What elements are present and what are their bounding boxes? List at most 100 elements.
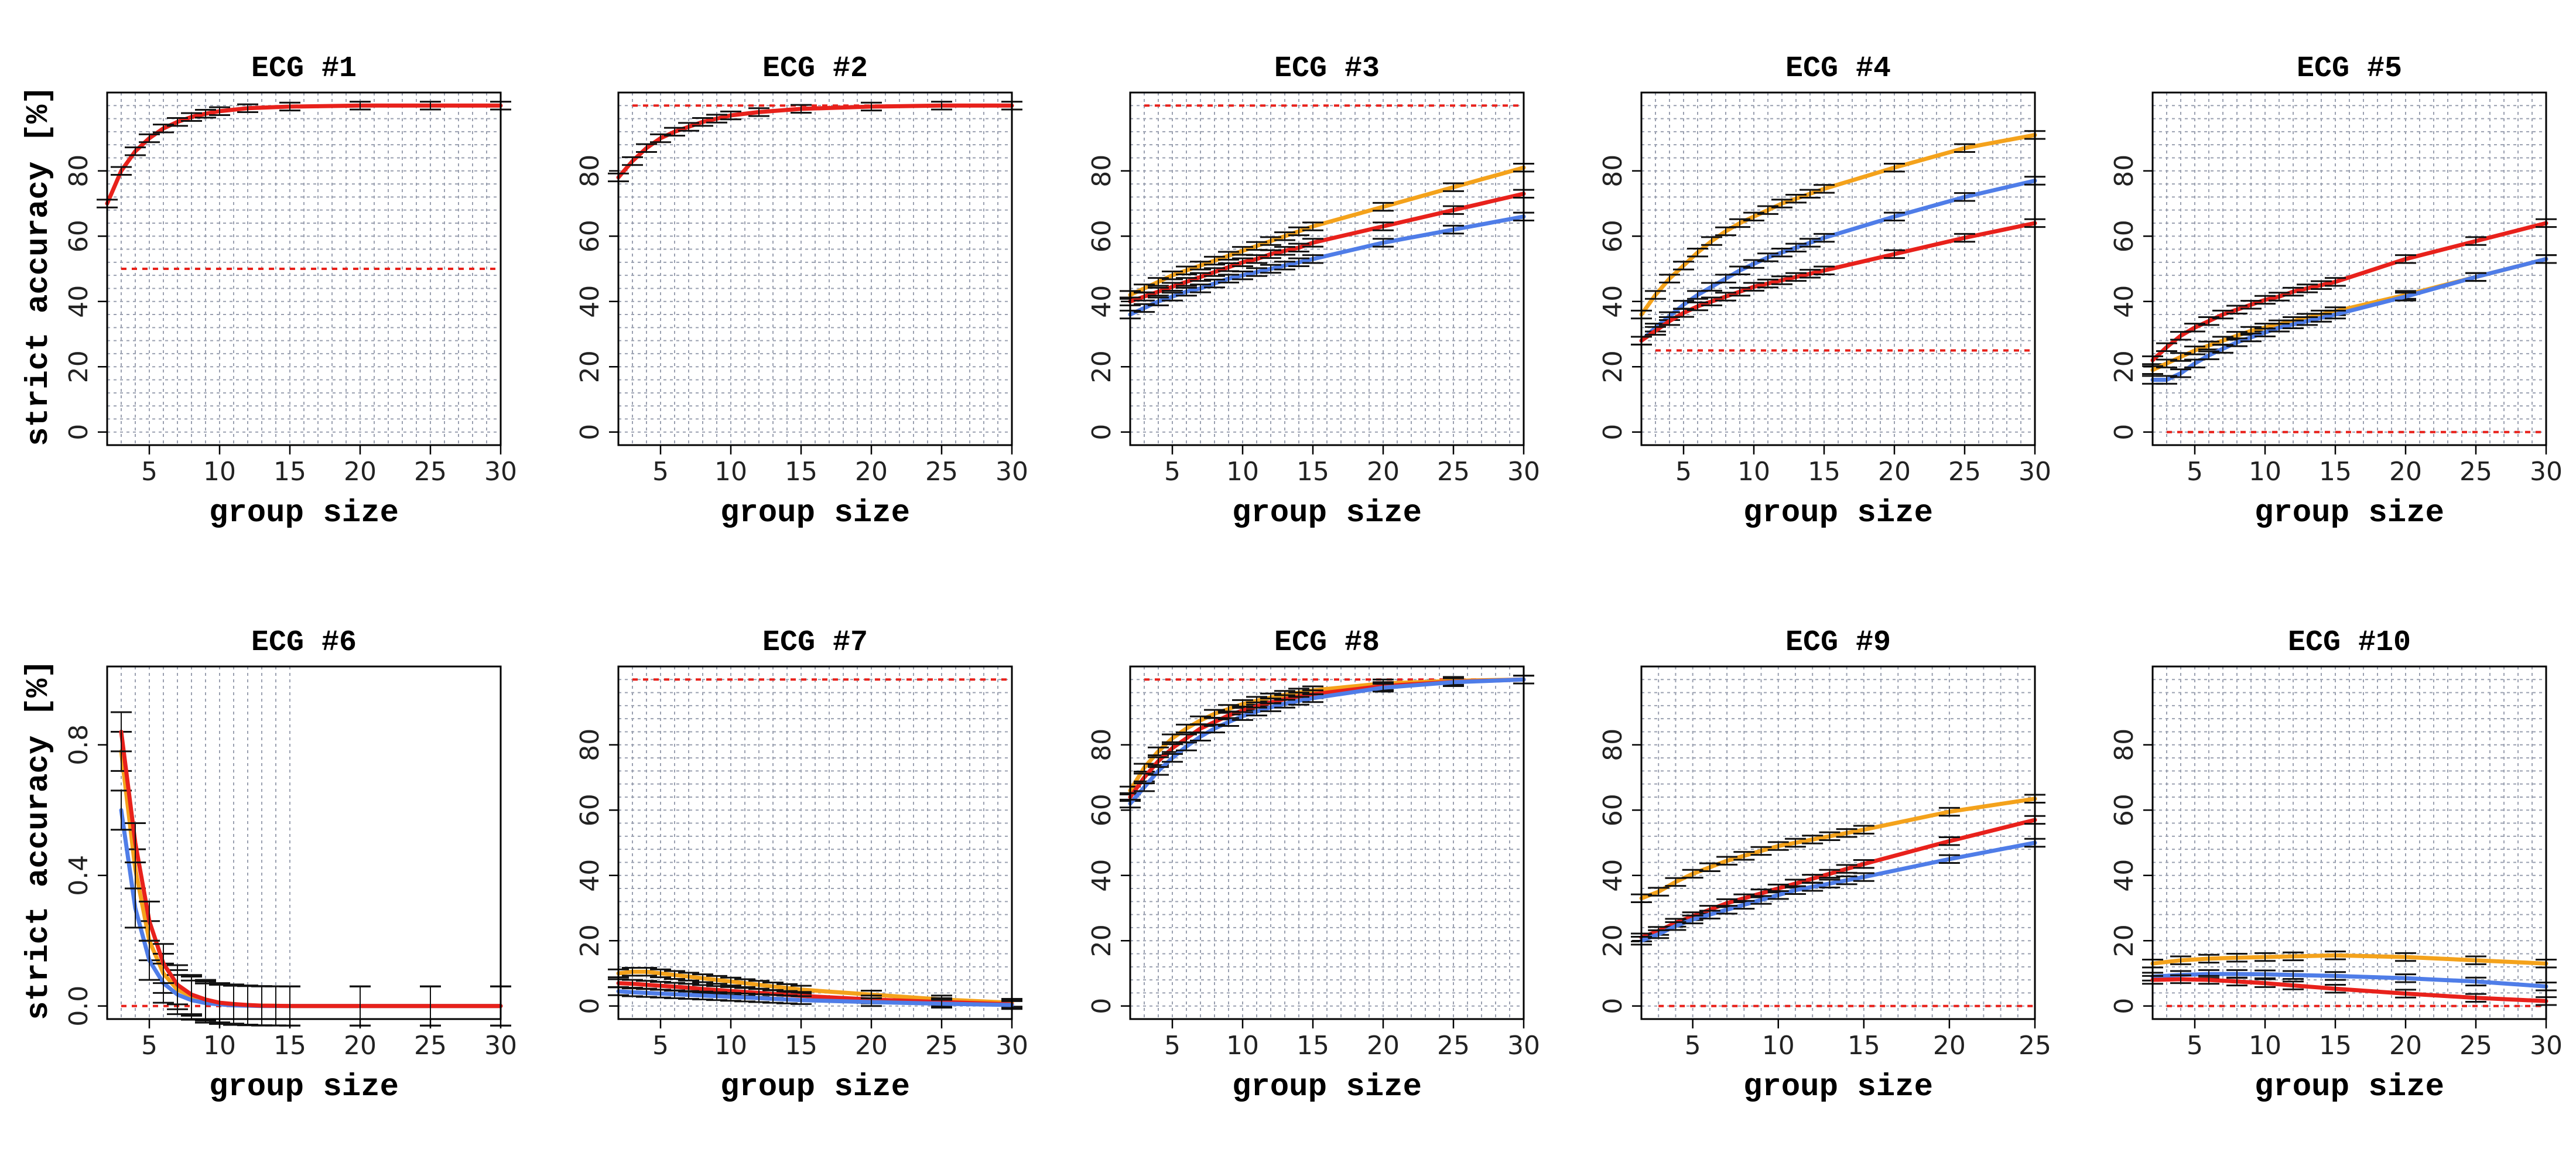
y-tick-label: 20: [64, 350, 94, 383]
x-tick-label: 5: [1685, 1031, 1701, 1061]
y-tick-label: 60: [1087, 794, 1117, 826]
x-tick-label: 10: [1226, 1031, 1259, 1061]
panel-title: ECG #7: [762, 626, 868, 659]
panel-ecg-2: 5 10 15 20 25 30 0 20 40 60 80 ECG #2 group size: [575, 52, 1028, 531]
x-tick-label: 20: [1367, 1031, 1400, 1061]
panel-title: ECG #3: [1274, 52, 1380, 86]
x-tick-label: 10: [1226, 457, 1259, 487]
x-axis-label: group size: [2255, 1069, 2444, 1105]
y-tick-label: 20: [1087, 350, 1117, 383]
x-tick-label: 20: [2389, 1031, 2422, 1061]
x-tick-label: 15: [2319, 457, 2352, 487]
x-tick-label: 30: [1507, 1031, 1540, 1061]
panel-title: ECG #8: [1274, 626, 1380, 659]
x-tick-label: 15: [273, 457, 306, 487]
panel-ecg-10: 5 10 15 20 25 30 0 20 40 60 80 ECG #10 group size: [2109, 626, 2563, 1105]
x-axis-label: group size: [1232, 1069, 1422, 1105]
y-tick-label: 0.8: [64, 724, 94, 765]
x-tick-label: 5: [652, 457, 669, 487]
x-tick-label: 25: [1437, 457, 1470, 487]
y-tick-label: 20: [1598, 924, 1628, 957]
x-tick-label: 25: [2459, 1031, 2492, 1061]
y-tick-label: 80: [1598, 729, 1628, 761]
x-tick-label: 15: [1848, 1031, 1880, 1061]
y-tick-label: 20: [575, 350, 605, 383]
panel-title: ECG #5: [2297, 52, 2402, 86]
y-tick-label: 60: [1598, 794, 1628, 826]
plot-frame: [1640, 91, 2036, 446]
x-tick-label: 20: [344, 1031, 377, 1061]
plot-frame: [2151, 91, 2547, 446]
y-tick-label: 0: [575, 424, 605, 440]
y-tick-label: 40: [2109, 859, 2139, 892]
y-tick-label: 60: [64, 220, 94, 252]
y-tick-label: 40: [1087, 859, 1117, 892]
x-tick-label: 20: [344, 457, 377, 487]
x-tick-label: 5: [141, 1031, 158, 1061]
y-tick-label: 40: [1598, 859, 1628, 892]
series-line-red: [119, 730, 503, 1009]
y-tick-label: 20: [575, 924, 605, 957]
panel-ecg-3: 5 10 15 20 25 30 0 20 40 60 80 ECG #3 group size: [1087, 52, 1540, 531]
plot-frame: [106, 91, 502, 446]
x-tick-label: 20: [2389, 457, 2422, 487]
y-tick-label: 20: [1598, 350, 1628, 383]
y-tick-label: 0: [2109, 424, 2139, 440]
x-tick-label: 15: [1808, 457, 1841, 487]
y-tick-label: 60: [1087, 220, 1117, 252]
y-tick-label: 40: [1598, 285, 1628, 318]
y-tick-label: 80: [575, 729, 605, 761]
y-tick-label: 0: [1087, 424, 1117, 440]
x-tick-label: 30: [2530, 457, 2563, 487]
x-tick-label: 20: [855, 1031, 888, 1061]
y-tick-label: 40: [575, 859, 605, 892]
panel-title: ECG #6: [251, 626, 357, 659]
x-tick-label: 20: [1878, 457, 1911, 487]
series-line-red: [2150, 977, 2548, 1003]
plot-frame: [1640, 665, 2036, 1020]
x-tick-label: 30: [995, 457, 1028, 487]
y-tick-label: 60: [2109, 794, 2139, 826]
x-tick-label: 15: [273, 1031, 306, 1061]
x-tick-label: 20: [1367, 457, 1400, 487]
y-tick-label: 20: [2109, 350, 2139, 383]
x-tick-label: 10: [2249, 1031, 2281, 1061]
x-tick-label: 5: [1675, 457, 1692, 487]
y-tick-label: 40: [2109, 285, 2139, 318]
x-tick-label: 10: [203, 1031, 236, 1061]
plot-frame: [106, 665, 502, 1020]
x-tick-label: 5: [2187, 1031, 2203, 1061]
x-tick-label: 5: [652, 1031, 669, 1061]
y-tick-label: 0: [1087, 998, 1117, 1014]
x-tick-label: 25: [925, 1031, 958, 1061]
x-axis-label: group size: [2255, 495, 2444, 531]
x-tick-label: 10: [2249, 457, 2281, 487]
y-tick-label: 20: [1087, 924, 1117, 957]
panel-ecg-5: 5 10 15 20 25 30 0 20 40 60 80 ECG #5 group size: [2109, 52, 2563, 531]
panel-title: ECG #4: [1785, 52, 1891, 86]
x-tick-label: 30: [2019, 457, 2051, 487]
plot-frame: [617, 91, 1013, 446]
y-tick-label: 20: [2109, 924, 2139, 957]
y-tick-label: 80: [1598, 155, 1628, 187]
x-tick-label: 30: [1507, 457, 1540, 487]
x-tick-label: 10: [714, 457, 747, 487]
panel-ecg-6: 5 10 15 20 25 30 0.0 0.4 0.8 ECG #6 group size stri…: [21, 626, 517, 1105]
panel-ecg-7: 5 10 15 20 25 30 0 20 40 60 80 ECG #7 group size: [575, 626, 1028, 1105]
y-tick-label: 80: [64, 155, 94, 187]
series-line-orange: [2150, 953, 2548, 966]
plot-frame: [617, 665, 1013, 1020]
y-tick-label: 60: [575, 794, 605, 826]
y-tick-label: 0: [2109, 998, 2139, 1014]
x-tick-label: 10: [1737, 457, 1770, 487]
panel-title: ECG #2: [762, 52, 868, 86]
y-tick-label: 40: [575, 285, 605, 318]
x-tick-label: 15: [1296, 457, 1329, 487]
x-tick-label: 5: [1164, 1031, 1181, 1061]
x-tick-label: 25: [414, 457, 447, 487]
x-tick-label: 25: [2459, 457, 2492, 487]
x-tick-label: 25: [414, 1031, 447, 1061]
x-tick-label: 5: [2187, 457, 2203, 487]
x-tick-label: 20: [855, 457, 888, 487]
x-tick-label: 10: [203, 457, 236, 487]
